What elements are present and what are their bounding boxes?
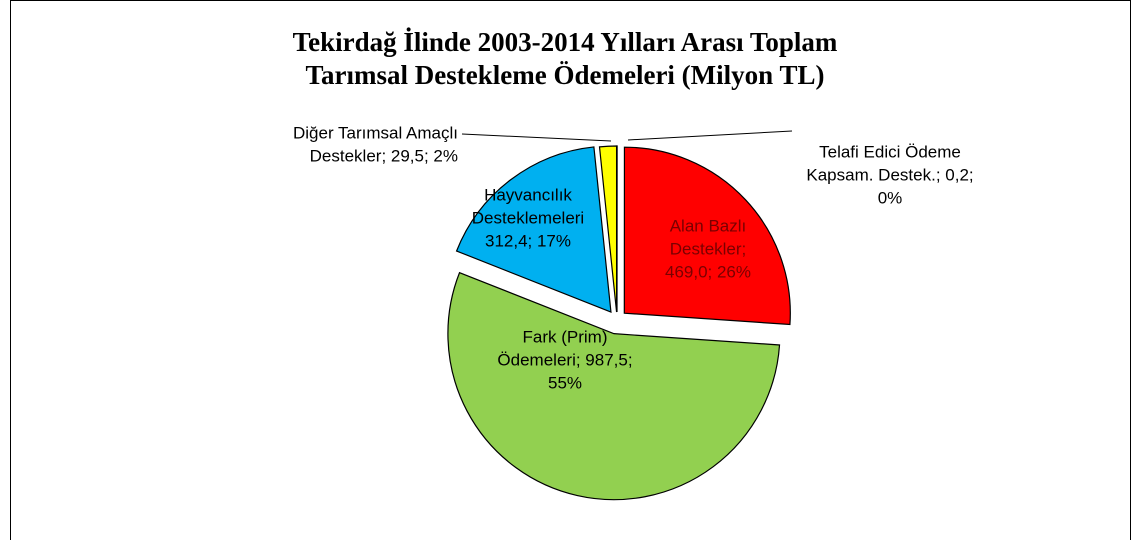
data-label: Fark (Prim) — [523, 327, 608, 346]
data-label: Alan Bazlı — [670, 216, 747, 235]
data-label: Hayvancılık — [484, 185, 572, 204]
data-label: Destekler; — [670, 239, 747, 258]
data-label: Diğer Tarımsal Amaçlı — [293, 123, 458, 142]
data-label: 469,0; 26% — [665, 262, 751, 281]
data-label: 312,4; 17% — [485, 231, 571, 250]
pie-slice — [447, 271, 781, 501]
pie-slice — [455, 146, 612, 313]
chart-title: Tarımsal Destekleme Ödemeleri (Milyon TL… — [306, 60, 825, 90]
chart-title: Tekirdağ İlinde 2003-2014 Yılları Arası … — [293, 27, 838, 57]
data-label: Destekler; 29,5; 2% — [310, 146, 458, 165]
data-label: 0% — [878, 188, 903, 207]
data-label: Ödemeleri; 987,5; — [497, 350, 632, 369]
data-label: Telafi Edici Ödeme — [819, 142, 961, 161]
data-label: Kapsam. Destek.; 0,2; — [806, 165, 973, 184]
leader-line — [627, 130, 793, 141]
leader-line — [461, 133, 612, 142]
pie-slice — [598, 145, 618, 313]
data-label: Desteklemeleri — [472, 208, 584, 227]
pie-slice — [623, 146, 791, 326]
data-label: 55% — [548, 373, 582, 392]
